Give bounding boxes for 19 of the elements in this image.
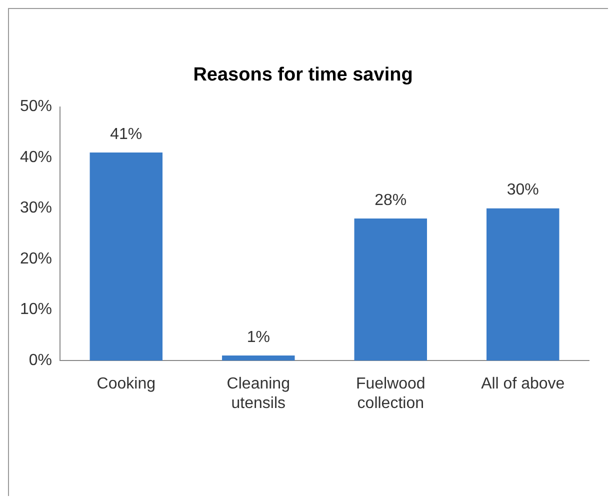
data-label: 41% — [110, 126, 142, 143]
data-label: 30% — [506, 182, 539, 199]
bar — [222, 356, 295, 361]
x-tick-label: Fuelwood collection — [356, 376, 426, 412]
y-tick-label: 50% — [20, 98, 52, 116]
x-tick-label: Cooking — [96, 376, 156, 393]
bar — [354, 218, 427, 361]
data-label: 1% — [246, 328, 270, 346]
y-tick-label: 30% — [20, 200, 52, 217]
bar — [486, 208, 560, 361]
bar — [90, 152, 163, 361]
y-tick-label: 40% — [20, 148, 52, 166]
y-tick-label: 20% — [20, 250, 52, 268]
x-tick-label: Cleaning utensils — [226, 376, 290, 412]
x-tick-label: All of above — [481, 376, 565, 393]
y-tick-label: 10% — [20, 301, 52, 318]
data-label: 28% — [374, 192, 407, 209]
y-tick-label: 0% — [28, 352, 52, 370]
chart-title: Reasons for time saving — [193, 64, 413, 86]
